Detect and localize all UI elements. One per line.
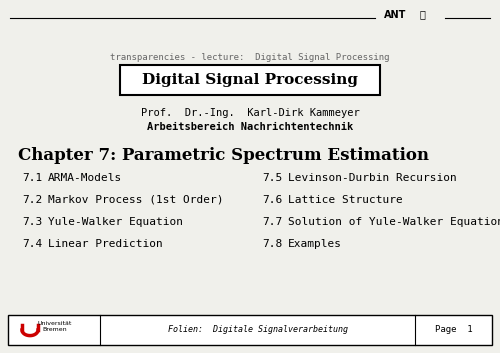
Text: 7.6: 7.6 (262, 195, 282, 205)
Text: Solution of Yule-Walker Equation: Solution of Yule-Walker Equation (288, 217, 500, 227)
Text: 7.8: 7.8 (262, 239, 282, 249)
Text: ANT: ANT (384, 10, 406, 20)
Text: Chapter 7: Parametric Spectrum Estimation: Chapter 7: Parametric Spectrum Estimatio… (18, 146, 429, 163)
Text: 7.4: 7.4 (22, 239, 42, 249)
Bar (120, 65, 380, 95)
Text: 7.2: 7.2 (22, 195, 42, 205)
Bar (8, 315, 492, 345)
Text: Yule-Walker Equation: Yule-Walker Equation (48, 217, 183, 227)
Text: ARMA-Models: ARMA-Models (48, 173, 122, 183)
Text: Examples: Examples (288, 239, 342, 249)
Text: Lattice Structure: Lattice Structure (288, 195, 403, 205)
Text: Page  1: Page 1 (434, 325, 472, 335)
Text: Arbeitsbereich Nachrichtentechnik: Arbeitsbereich Nachrichtentechnik (147, 122, 353, 132)
Text: 7.7: 7.7 (262, 217, 282, 227)
Text: Levinson-Durbin Recursion: Levinson-Durbin Recursion (288, 173, 457, 183)
Text: Bremen: Bremen (42, 327, 68, 332)
Text: Markov Process (1st Order): Markov Process (1st Order) (48, 195, 224, 205)
Text: Universität: Universität (38, 321, 72, 326)
Text: transparencies - lecture:  Digital Signal Processing: transparencies - lecture: Digital Signal… (110, 53, 390, 61)
Text: Digital Signal Processing: Digital Signal Processing (142, 73, 358, 87)
Text: 🐪: 🐪 (419, 9, 425, 19)
Text: 7.3: 7.3 (22, 217, 42, 227)
Text: Folien:  Digitale Signalverarbeitung: Folien: Digitale Signalverarbeitung (168, 325, 348, 335)
Text: 7.1: 7.1 (22, 173, 42, 183)
Text: Prof.  Dr.-Ing.  Karl-Dirk Kammeyer: Prof. Dr.-Ing. Karl-Dirk Kammeyer (140, 108, 360, 118)
Text: Linear Prediction: Linear Prediction (48, 239, 163, 249)
Text: 7.5: 7.5 (262, 173, 282, 183)
